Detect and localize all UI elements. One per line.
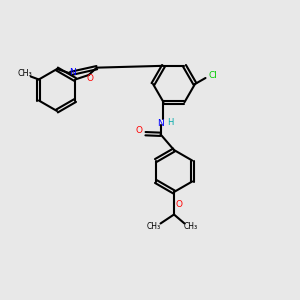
Text: O: O	[87, 74, 94, 83]
Text: CH₃: CH₃	[18, 69, 33, 78]
Text: CH₃: CH₃	[184, 222, 198, 231]
Text: O: O	[175, 200, 182, 209]
Text: N: N	[157, 119, 164, 128]
Text: CH₃: CH₃	[147, 222, 161, 231]
Text: Cl: Cl	[208, 71, 217, 80]
Text: H: H	[167, 118, 173, 127]
Text: O: O	[135, 126, 142, 135]
Text: N: N	[69, 68, 75, 77]
